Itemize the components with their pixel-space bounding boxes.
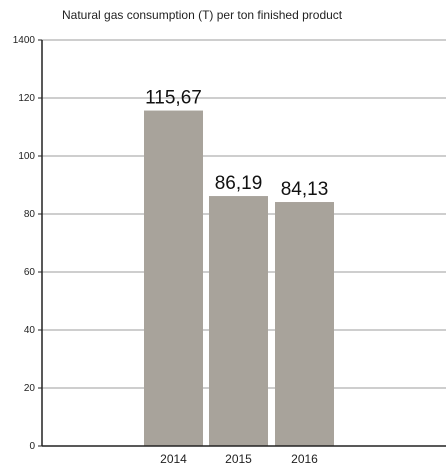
y-tick-label: 80 bbox=[24, 209, 36, 220]
bar-2015 bbox=[209, 196, 268, 446]
y-tick-label: 1400 bbox=[13, 35, 36, 46]
y-axis-ticks: 0 20 40 60 80 100 120 1400 bbox=[13, 35, 42, 452]
x-tick-label: 2014 bbox=[160, 452, 187, 466]
x-tick-label: 2016 bbox=[291, 452, 318, 466]
y-tick-label: 100 bbox=[18, 151, 35, 162]
data-label: 86,19 bbox=[215, 173, 263, 194]
data-label: 84,13 bbox=[281, 179, 329, 200]
bar-2014 bbox=[144, 110, 203, 446]
y-tick-label: 60 bbox=[24, 267, 36, 278]
x-axis-labels: 2014 2015 2016 bbox=[160, 452, 318, 466]
y-tick-label: 20 bbox=[24, 383, 36, 394]
x-tick-label: 2015 bbox=[225, 452, 252, 466]
y-tick-label: 120 bbox=[18, 93, 35, 104]
chart-title: Natural gas consumption (T) per ton fini… bbox=[62, 8, 343, 22]
data-labels: 115,67 86,19 84,13 bbox=[145, 88, 328, 200]
y-tick-label: 40 bbox=[24, 325, 36, 336]
y-tick-label: 0 bbox=[29, 441, 35, 452]
bar-2016 bbox=[275, 202, 334, 446]
data-label: 115,67 bbox=[145, 88, 202, 109]
bars bbox=[144, 110, 334, 446]
